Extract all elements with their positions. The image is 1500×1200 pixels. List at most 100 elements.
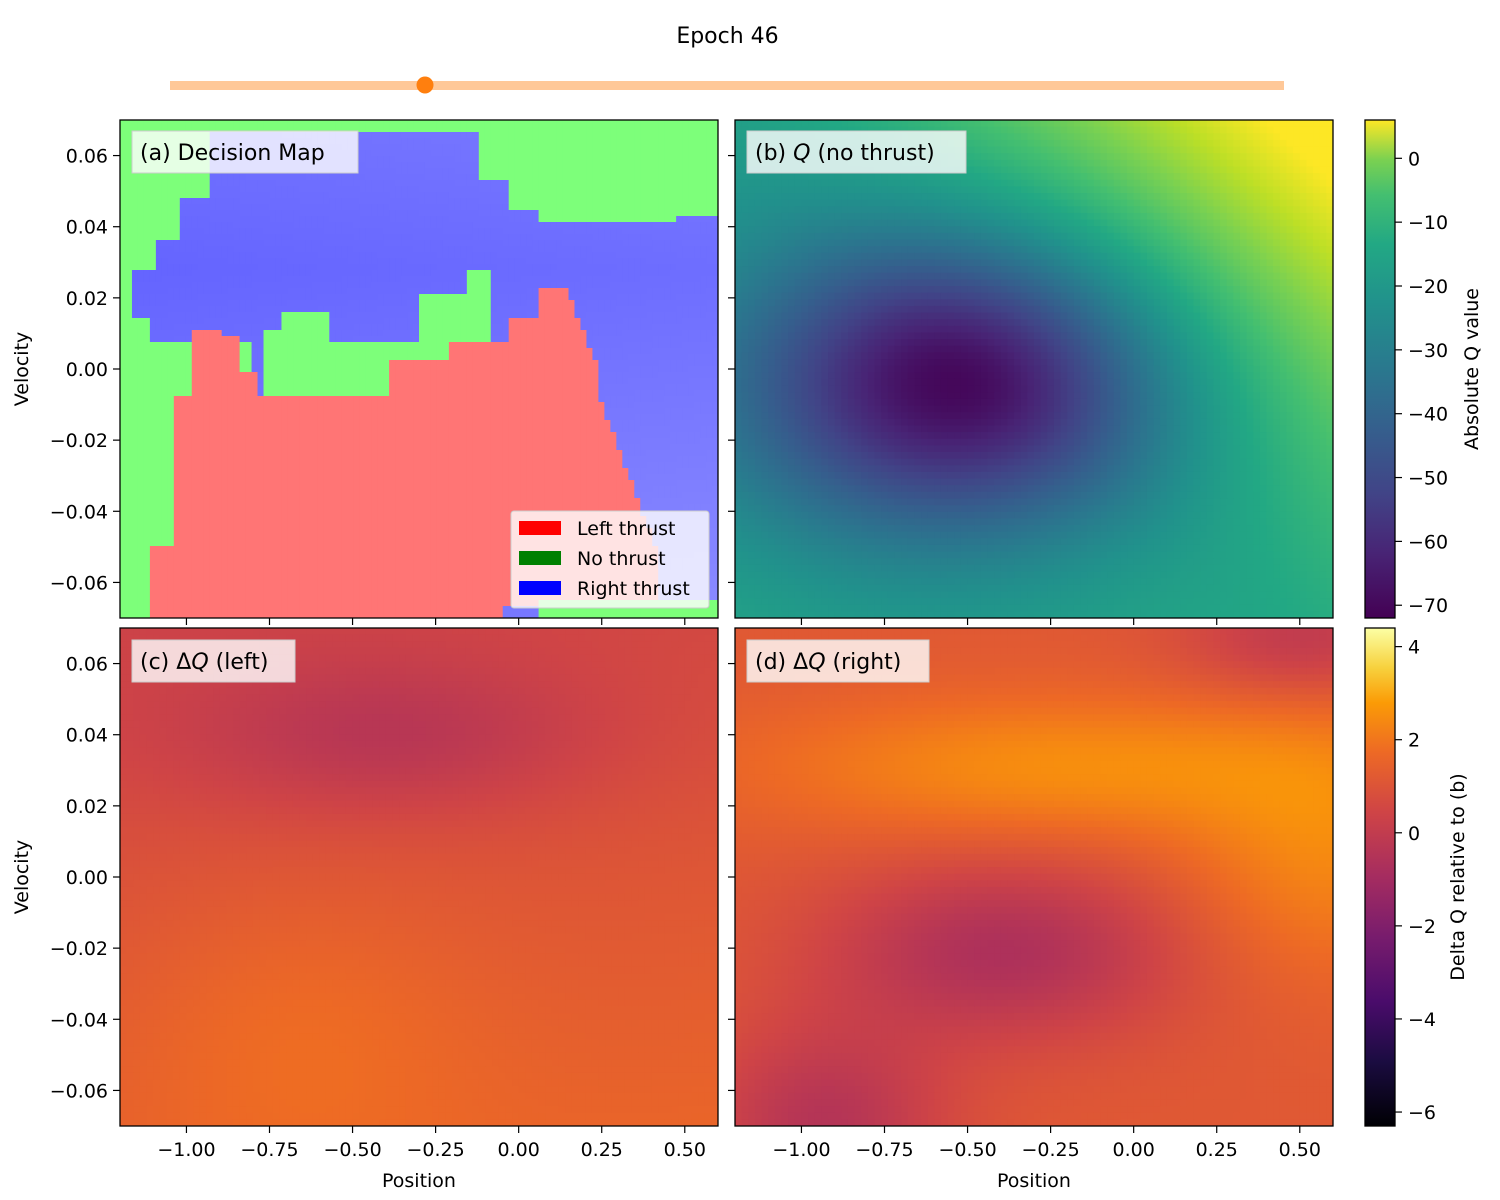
- decision-cell: [712, 192, 718, 199]
- decision-cell: [454, 132, 462, 139]
- decision-cell: [646, 402, 653, 409]
- decision-cell: [269, 258, 277, 265]
- decision-cell: [472, 162, 480, 169]
- decision-cell: [658, 372, 665, 379]
- decision-cell: [442, 258, 450, 265]
- decision-cell: [281, 396, 289, 403]
- decision-cell: [359, 360, 366, 367]
- decision-cell: [658, 204, 665, 211]
- decision-cell: [275, 174, 283, 181]
- decision-cell: [574, 336, 582, 343]
- decision-cell: [532, 258, 540, 265]
- decision-cell: [622, 366, 629, 373]
- decision-cell: [430, 324, 438, 331]
- decision-cell: [688, 132, 695, 139]
- decision-cell: [442, 348, 450, 355]
- decision-cell: [604, 312, 611, 319]
- decision-cell: [179, 402, 187, 409]
- decision-cell: [239, 366, 247, 373]
- decision-cell: [191, 282, 199, 289]
- decision-cell: [508, 378, 516, 385]
- decision-cell: [383, 348, 390, 355]
- decision-cell: [377, 348, 384, 355]
- decision-cell: [520, 234, 528, 241]
- decision-cell: [550, 132, 558, 139]
- decision-cell: [454, 324, 462, 331]
- decision-cell: [568, 336, 576, 343]
- decision-cell: [616, 216, 623, 223]
- decision-cell: [664, 228, 671, 235]
- slider-track[interactable]: [170, 81, 1284, 90]
- decision-cell: [269, 174, 277, 181]
- decision-cell: [263, 282, 271, 289]
- decision-cell: [311, 288, 318, 295]
- decision-cell: [389, 372, 396, 379]
- slider-knob[interactable]: [416, 76, 434, 94]
- decision-cell: [191, 396, 199, 403]
- decision-cell: [466, 288, 474, 295]
- decision-cell: [167, 222, 175, 229]
- decision-cell: [173, 384, 181, 391]
- decision-cell: [143, 402, 151, 409]
- decision-cell: [676, 246, 683, 253]
- decision-cell: [550, 318, 558, 325]
- decision-cell: [245, 324, 253, 331]
- decision-cell: [383, 186, 390, 193]
- decision-cell: [413, 360, 420, 367]
- decision-cell: [562, 402, 570, 409]
- epoch-slider[interactable]: [170, 76, 1284, 94]
- decision-cell: [484, 156, 492, 163]
- decision-cell: [502, 150, 510, 157]
- decision-cell: [197, 354, 205, 361]
- decision-cell: [173, 276, 181, 283]
- decision-cell: [646, 366, 653, 373]
- decision-cell: [143, 372, 151, 379]
- decision-cell: [634, 168, 641, 175]
- decision-cell: [185, 360, 193, 367]
- decision-cell: [520, 384, 528, 391]
- decision-cell: [454, 378, 462, 385]
- decision-cell: [329, 318, 336, 325]
- decision-cell: [221, 390, 229, 397]
- decision-cell: [706, 234, 713, 241]
- decision-cell: [616, 366, 623, 373]
- decision-cell: [640, 300, 647, 307]
- decision-cell: [287, 252, 295, 259]
- decision-cell: [173, 336, 181, 343]
- decision-cell: [377, 120, 384, 127]
- decision-cell: [155, 324, 163, 331]
- decision-cell: [401, 132, 408, 139]
- decision-cell: [263, 336, 271, 343]
- decision-cell: [544, 348, 552, 355]
- decision-cell: [209, 204, 217, 211]
- decision-cell: [454, 366, 462, 373]
- decision-cell: [203, 342, 211, 349]
- decision-cell: [401, 228, 408, 235]
- decision-cell: [209, 366, 217, 373]
- decision-cell: [502, 306, 510, 313]
- decision-cell: [658, 330, 665, 337]
- decision-cell: [143, 120, 151, 127]
- decision-cell: [281, 354, 289, 361]
- decision-cell: [257, 336, 265, 343]
- decision-cell: [245, 294, 253, 301]
- decision-cell: [442, 402, 450, 409]
- decision-cell: [257, 120, 265, 127]
- decision-cell: [490, 360, 498, 367]
- decision-cell: [251, 276, 259, 283]
- decision-cell: [155, 330, 163, 337]
- decision-cell: [197, 198, 205, 205]
- decision-cell: [430, 384, 438, 391]
- decision-cell: [407, 264, 414, 271]
- decision-cell: [245, 396, 253, 403]
- decision-cell: [562, 288, 570, 295]
- decision-cell: [371, 228, 378, 235]
- decision-cell: [454, 174, 462, 181]
- decision-cell: [341, 288, 348, 295]
- decision-cell: [335, 348, 342, 355]
- decision-cell: [514, 300, 522, 307]
- decision-cell: [508, 396, 516, 403]
- decision-cell: [239, 378, 247, 385]
- decision-cell: [544, 192, 552, 199]
- decision-cell: [131, 216, 139, 223]
